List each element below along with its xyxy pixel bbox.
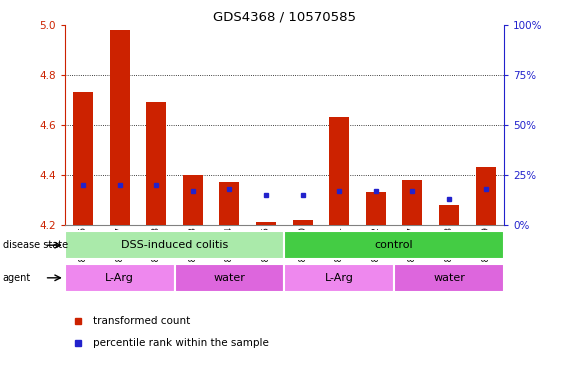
Bar xyxy=(110,30,129,225)
Bar xyxy=(439,205,459,225)
Bar xyxy=(146,103,166,225)
Bar xyxy=(220,182,239,225)
Text: water: water xyxy=(433,273,465,283)
Bar xyxy=(394,264,504,292)
Text: agent: agent xyxy=(3,273,31,283)
Bar xyxy=(284,231,504,259)
Title: GDS4368 / 10570585: GDS4368 / 10570585 xyxy=(213,11,356,24)
Bar xyxy=(65,264,175,292)
Text: disease state: disease state xyxy=(3,240,68,250)
Bar xyxy=(329,118,349,225)
Text: control: control xyxy=(375,240,413,250)
Text: percentile rank within the sample: percentile rank within the sample xyxy=(93,338,269,348)
Bar xyxy=(175,264,284,292)
Bar xyxy=(476,167,495,225)
Bar xyxy=(73,92,93,225)
Text: water: water xyxy=(213,273,245,283)
Bar xyxy=(183,175,203,225)
Text: L-Arg: L-Arg xyxy=(105,273,134,283)
Bar xyxy=(403,180,422,225)
Text: L-Arg: L-Arg xyxy=(325,273,354,283)
Bar xyxy=(65,231,284,259)
Bar xyxy=(256,222,276,225)
Bar xyxy=(284,264,394,292)
Text: transformed count: transformed count xyxy=(93,316,190,326)
Bar xyxy=(293,220,312,225)
Text: DSS-induced colitis: DSS-induced colitis xyxy=(121,240,228,250)
Bar xyxy=(366,192,386,225)
